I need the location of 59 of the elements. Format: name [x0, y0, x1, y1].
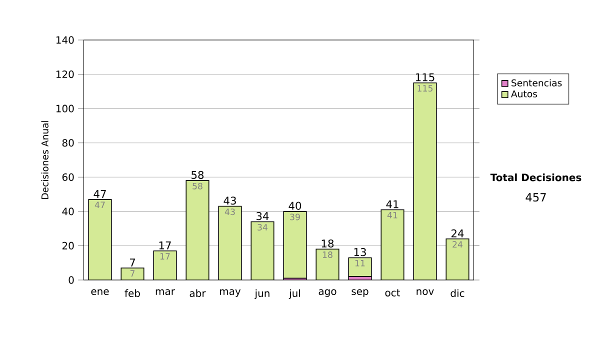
x-tick-label: may: [220, 289, 241, 297]
y-tick-label: 0: [68, 276, 74, 284]
x-tick-label: dic: [450, 289, 464, 298]
total-label: 17: [159, 241, 171, 250]
x-tick-label: jun: [254, 289, 270, 299]
data-label: 17: [160, 253, 170, 260]
y-tick-label: 60: [62, 173, 74, 181]
x-tick-label: feb: [124, 289, 140, 298]
x-tick-label: sep: [352, 289, 368, 297]
data-label: 24: [452, 241, 463, 248]
data-label: 34: [258, 224, 268, 231]
data-label: 18: [322, 251, 332, 258]
y-tick-label: 120: [56, 70, 74, 78]
bar: [283, 211, 307, 279]
data-label: 41: [387, 212, 398, 218]
bar: [218, 206, 242, 280]
total-label: 18: [322, 239, 334, 248]
data-label: 115: [418, 85, 433, 92]
data-label: 43: [224, 208, 235, 216]
total-label: 47: [94, 190, 106, 198]
total-label: 115: [416, 73, 434, 82]
data-label: 11: [355, 260, 365, 266]
data-label: 58: [192, 182, 202, 190]
x-tick-label: abr: [190, 289, 206, 298]
y-tick-label: 100: [56, 104, 74, 112]
legend-label: Sentencias: [512, 79, 562, 86]
x-tick-label: jul: [288, 289, 300, 299]
legend-label: Autos: [511, 90, 538, 98]
bar: [380, 209, 404, 280]
x-tick-label: nov: [416, 289, 434, 296]
total-label: 7: [130, 258, 135, 266]
y-tick-label: 140: [56, 36, 74, 44]
bar: [446, 238, 470, 280]
total-label: 13: [354, 248, 366, 256]
x-tick-label: ago: [318, 289, 336, 297]
text: 457: [526, 193, 546, 202]
total-label: 40: [288, 202, 302, 210]
total-label: 41: [386, 200, 398, 208]
bar: [413, 82, 437, 280]
x-tick-label: mar: [156, 289, 175, 296]
x-tick-label: oct: [385, 289, 400, 296]
bar: [88, 199, 112, 280]
data-label: 39: [290, 214, 300, 220]
x-tick-label: ene: [91, 289, 109, 296]
y-axis-title: Decisiones Anual: [41, 120, 48, 199]
y-tick-label: 80: [62, 139, 74, 147]
bar: [186, 180, 209, 280]
total-label: 24: [451, 229, 464, 238]
text: Total Decisiones: [490, 173, 582, 182]
y-tick-label: 20: [62, 242, 74, 250]
bar: [316, 248, 340, 280]
data-label: 7: [130, 270, 135, 277]
total-label: 43: [224, 196, 236, 205]
bar: [154, 250, 176, 280]
total-label: 58: [192, 170, 204, 179]
total-label: 34: [256, 212, 269, 220]
y-tick-label: 40: [62, 208, 74, 216]
data-label: 47: [94, 202, 105, 208]
bar: [251, 222, 274, 280]
